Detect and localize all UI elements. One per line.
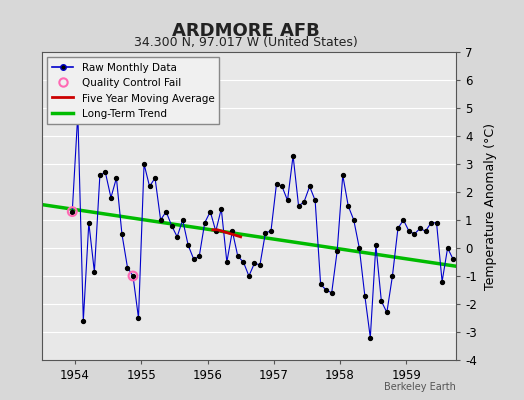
Point (372, 242, 380, 248)
Point (217, 206, 225, 212)
Point (305, 183, 314, 190)
Point (283, 197, 292, 204)
Point (350, 217, 358, 223)
Point (234, 253, 242, 260)
Point (311, 197, 319, 204)
Point (68, 208, 77, 215)
Point (162, 208, 170, 215)
Point (278, 183, 286, 190)
Point (432, 220, 441, 226)
Point (173, 234, 181, 240)
Point (118, 231, 126, 237)
Point (394, 225, 402, 232)
Point (294, 203, 303, 209)
Point (289, 152, 297, 159)
Point (377, 298, 386, 304)
Point (107, 194, 115, 201)
Point (129, 273, 137, 279)
Point (90, 269, 99, 275)
Point (167, 222, 176, 229)
Point (427, 220, 435, 226)
Point (300, 199, 308, 205)
Point (355, 245, 364, 251)
Point (383, 309, 391, 316)
Point (140, 161, 148, 167)
Point (416, 225, 424, 232)
Point (261, 229, 270, 236)
Text: ARDMORE AFB: ARDMORE AFB (172, 22, 320, 40)
Point (157, 217, 165, 223)
Point (74, 110, 82, 117)
Point (223, 259, 231, 265)
Point (388, 273, 397, 279)
Point (228, 228, 236, 234)
Point (399, 217, 408, 223)
Point (79, 318, 88, 324)
Point (405, 228, 413, 234)
Point (101, 169, 110, 176)
Point (134, 315, 143, 321)
Point (333, 248, 341, 254)
Point (443, 245, 452, 251)
Point (256, 262, 264, 268)
Point (206, 208, 214, 215)
Point (239, 259, 248, 265)
Point (410, 231, 419, 237)
Point (96, 172, 104, 178)
Point (361, 292, 369, 299)
Point (145, 183, 154, 190)
Point (322, 287, 331, 293)
Point (245, 273, 253, 279)
Point (272, 180, 281, 187)
Point (179, 217, 187, 223)
Point (201, 220, 209, 226)
Point (129, 273, 137, 279)
Point (250, 260, 258, 267)
Point (421, 228, 430, 234)
Point (151, 175, 159, 181)
Point (449, 256, 457, 262)
Text: Berkeley Earth: Berkeley Earth (384, 382, 456, 392)
Point (339, 172, 347, 178)
Point (184, 242, 192, 248)
Point (344, 203, 353, 209)
Point (195, 253, 203, 260)
Point (68, 208, 77, 215)
Point (328, 290, 336, 296)
Point (438, 278, 446, 285)
Y-axis label: Temperature Anomaly (°C): Temperature Anomaly (°C) (484, 122, 497, 290)
Point (123, 264, 132, 271)
Point (212, 228, 220, 234)
Point (267, 228, 275, 234)
Text: 34.300 N, 97.017 W (United States): 34.300 N, 97.017 W (United States) (134, 36, 358, 49)
Point (190, 256, 198, 262)
Point (112, 175, 121, 181)
Point (366, 334, 375, 341)
Point (316, 281, 325, 288)
Point (84, 220, 93, 226)
Legend: Raw Monthly Data, Quality Control Fail, Five Year Moving Average, Long-Term Tren: Raw Monthly Data, Quality Control Fail, … (47, 57, 220, 124)
